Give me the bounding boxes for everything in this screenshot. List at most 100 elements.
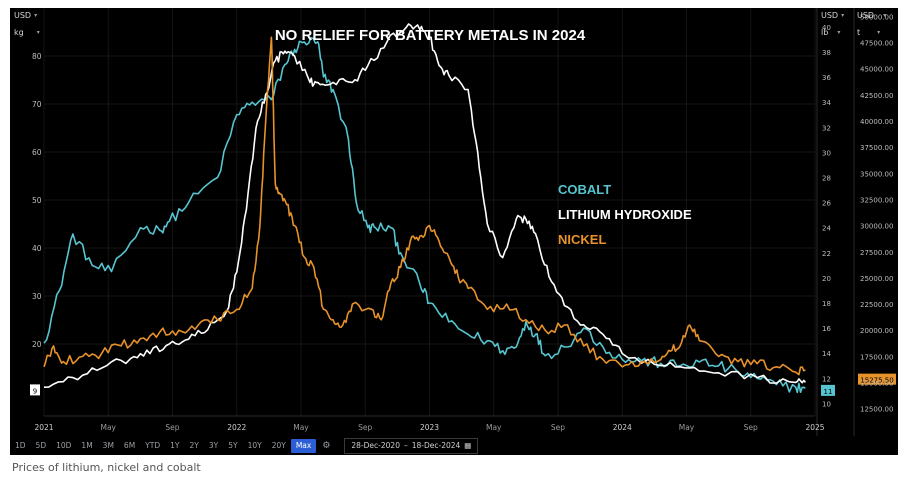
axes xyxy=(30,8,896,436)
date-separator: – xyxy=(403,441,408,450)
range-button-1d[interactable]: 1D xyxy=(15,441,26,450)
calendar-icon: ▦ xyxy=(464,441,472,450)
chevron-down-icon: ▾ xyxy=(36,29,40,36)
series-line-lithium-hydroxide xyxy=(43,23,807,388)
mid-tick-label: 34 xyxy=(822,99,831,107)
mid-measure-label: lb xyxy=(821,28,829,37)
x-tick-label: May xyxy=(293,423,309,432)
mid-tick-label: 16 xyxy=(822,325,831,333)
range-button-10y[interactable]: 10Y xyxy=(247,441,262,450)
right-tick-label: 20000.00 xyxy=(860,327,893,335)
right-tick-label: 15000.00 xyxy=(860,380,893,388)
x-tick-label: 2023 xyxy=(420,423,439,432)
legend-entry: LITHIUM HYDROXIDE xyxy=(558,207,692,222)
left-tick-label: 70 xyxy=(32,100,42,109)
range-button-5d[interactable]: 5D xyxy=(35,441,47,450)
chevron-down-icon: ▾ xyxy=(841,12,845,19)
mid-tick-label: 30 xyxy=(822,149,831,157)
x-tick-label: May xyxy=(100,423,116,432)
range-button-20y[interactable]: 20Y xyxy=(271,441,286,450)
x-tick-label: 2024 xyxy=(613,423,632,432)
right-tick-label: 47500.00 xyxy=(860,40,893,48)
x-tick-label: 2025 xyxy=(805,423,824,432)
mid-tick-label: 12 xyxy=(822,375,831,383)
date-range-picker[interactable]: 28-Dec-2020 – 18-Dec-2024 ▦ xyxy=(344,438,479,454)
price-chart: 2021 May Sep 2022 May Sep 2023 May Sep 2024 May Sep… xyxy=(30,8,896,436)
x-tick-label: 2022 xyxy=(227,423,246,432)
mid-price-tag xyxy=(821,384,835,396)
x-tick-label: May xyxy=(486,423,502,432)
mid-currency-select[interactable]: USD ▾ xyxy=(821,11,844,20)
right-tick-label: 42500.00 xyxy=(860,92,893,100)
left-tick-label: 20 xyxy=(32,340,42,349)
right-tick-label: 22500.00 xyxy=(860,301,893,309)
chevron-down-icon: ▾ xyxy=(883,12,887,19)
x-tick-label: Sep xyxy=(744,423,758,432)
legend-entry: COBALT xyxy=(558,182,611,197)
right-measure-select[interactable]: t ▾ xyxy=(857,28,880,37)
date-from: 28-Dec-2020 xyxy=(351,441,400,450)
left-price-tag xyxy=(30,384,40,396)
mid-tick-label: 22 xyxy=(822,250,831,258)
mid-tick-label: 10 xyxy=(822,400,831,408)
range-button-2y[interactable]: 2Y xyxy=(189,441,199,450)
right-tick-label: 17500.00 xyxy=(860,353,893,361)
mid-tick-label: 36 xyxy=(822,74,831,82)
x-tick-label: May xyxy=(679,423,695,432)
right-currency-select[interactable]: USD ▾ xyxy=(857,11,886,20)
left-tick-label: 60 xyxy=(32,148,42,157)
left-measure-label: kg xyxy=(14,28,24,37)
right-tick-label: 12500.00 xyxy=(860,406,893,414)
left-tick-label: 30 xyxy=(32,292,42,301)
series-line-nickel xyxy=(43,36,806,376)
series-lines xyxy=(43,23,807,394)
mid-tick-label: 28 xyxy=(822,174,831,182)
mid-tick-label: 40 xyxy=(822,24,831,32)
gear-icon[interactable]: ⚙ xyxy=(322,441,331,451)
left-tick-label: 80 xyxy=(32,52,42,61)
mid-currency-label: USD xyxy=(821,11,839,20)
range-button-ytd[interactable]: YTD xyxy=(145,441,161,450)
right-tick-label: 32500.00 xyxy=(860,196,893,204)
x-tick-label: Sep xyxy=(165,423,179,432)
series-line-cobalt xyxy=(43,36,806,394)
mid-tick-label: 18 xyxy=(822,300,831,308)
right-currency-label: USD xyxy=(857,11,875,20)
right-tick-label: 45000.00 xyxy=(860,66,893,74)
range-button-3m[interactable]: 3M xyxy=(102,441,114,450)
figure-caption: Prices of lithium, nickel and cobalt xyxy=(12,461,201,474)
left-price-tag-label: 9 xyxy=(33,387,37,395)
right-tick-label: 30000.00 xyxy=(860,223,893,231)
right-tick-label: 40000.00 xyxy=(860,118,893,126)
date-to: 18-Dec-2024 xyxy=(411,441,461,450)
left-currency-select[interactable]: USD ▾ xyxy=(14,11,37,20)
range-buttons: 1D 5D 10D 1M 3M 6M YTD 1Y 2Y 3Y 5Y 10Y 20Y Max xyxy=(10,439,317,453)
right-tick-label: 25000.00 xyxy=(860,275,893,283)
right-tick-label: 35000.00 xyxy=(860,170,893,178)
x-tick-label: Sep xyxy=(551,423,565,432)
range-button-5y[interactable]: 5Y xyxy=(228,441,238,450)
chart-text: 2021 May Sep 2022 May Sep 2023 May Sep 2024 May Sep… xyxy=(32,13,894,432)
range-button-3y[interactable]: 3Y xyxy=(208,441,219,450)
range-button-10d[interactable]: 10D xyxy=(56,441,72,450)
chevron-down-icon: ▾ xyxy=(837,29,841,36)
range-button-6m[interactable]: 6M xyxy=(123,441,136,450)
x-tick-label: Sep xyxy=(358,423,372,432)
range-button-1y[interactable]: 1Y xyxy=(170,441,180,450)
chevron-down-icon: ▾ xyxy=(34,12,38,19)
left-tick-label: 50 xyxy=(32,196,42,205)
range-button-max[interactable]: Max xyxy=(290,439,317,453)
mid-measure-select[interactable]: lb ▾ xyxy=(821,28,840,37)
right-price-tag xyxy=(858,373,896,385)
mid-tick-label: 14 xyxy=(822,350,831,358)
range-toolbar: 1D 5D 10D 1M 3M 6M YTD 1Y 2Y 3Y 5Y 10Y 20Y Max ⚙ 28-D… xyxy=(10,437,898,455)
left-currency-label: USD xyxy=(14,11,32,20)
x-tick-label: 2021 xyxy=(34,423,53,432)
legend-entry: NICKEL xyxy=(558,232,606,247)
range-button-1m[interactable]: 1M xyxy=(81,441,93,450)
left-measure-select[interactable]: kg ▾ xyxy=(14,28,40,37)
mid-tick-label: 24 xyxy=(822,225,831,233)
grid xyxy=(43,8,816,416)
mid-tick-label: 32 xyxy=(822,124,831,132)
chart-title: NO RELIEF FOR BATTERY METALS IN 2024 xyxy=(275,27,586,44)
